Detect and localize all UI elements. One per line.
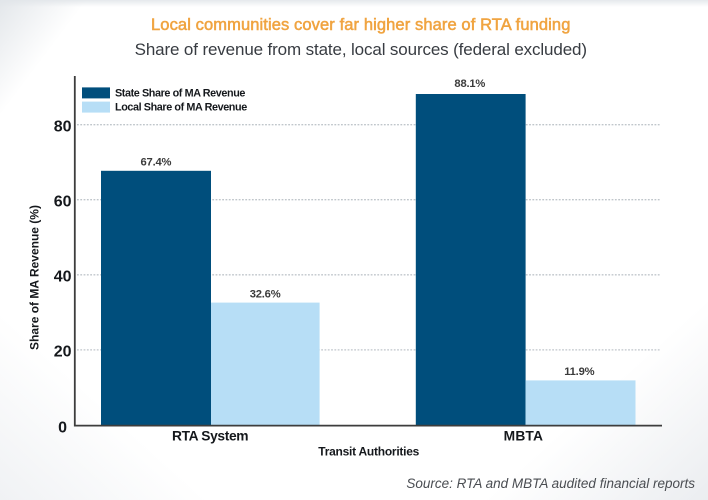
svg-text:Local Share of MA Revenue: Local Share of MA Revenue [115, 102, 247, 114]
svg-text:Transit Authorities: Transit Authorities [318, 445, 419, 459]
svg-text:32.6%: 32.6% [250, 288, 281, 300]
svg-text:MBTA: MBTA [504, 429, 543, 444]
svg-text:Share of revenue from state, l: Share of revenue from state, local sourc… [135, 40, 587, 59]
svg-text:60: 60 [54, 194, 72, 211]
svg-text:88.1%: 88.1% [454, 78, 485, 90]
svg-text:20: 20 [54, 344, 72, 361]
svg-text:Share of MA Revenue (%): Share of MA Revenue (%) [28, 205, 42, 350]
svg-text:0: 0 [58, 419, 67, 436]
svg-text:67.4%: 67.4% [141, 157, 172, 169]
svg-text:40: 40 [54, 269, 72, 286]
svg-text:80: 80 [54, 119, 72, 136]
svg-text:11.9%: 11.9% [564, 366, 594, 378]
svg-text:Source: RTA and MBTA audited f: Source: RTA and MBTA audited financial r… [406, 476, 695, 491]
svg-text:State Share of MA Revenue: State Share of MA Revenue [115, 88, 245, 100]
svg-text:Local communities cover far hi: Local communities cover far higher share… [151, 16, 570, 34]
svg-text:RTA System: RTA System [172, 429, 248, 444]
